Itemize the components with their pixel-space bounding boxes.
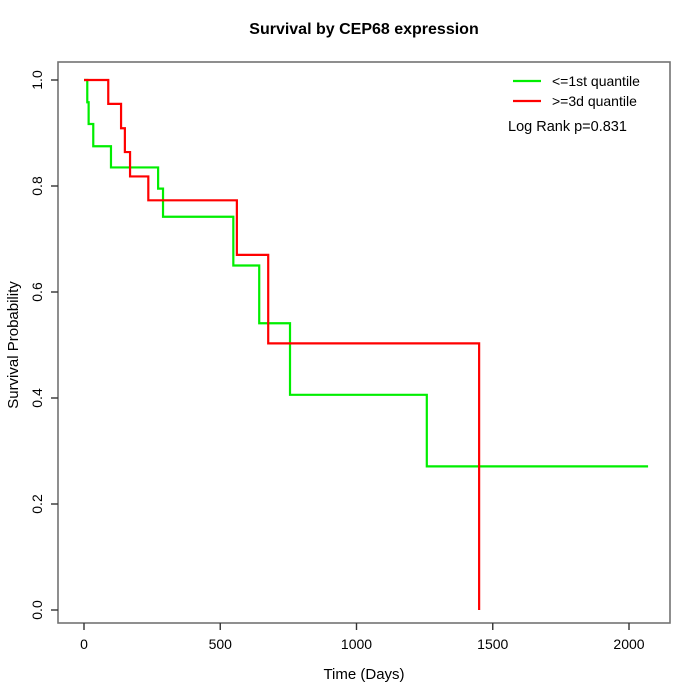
y-tick-label: 1.0 [29, 70, 45, 90]
x-tick-label: 1000 [341, 636, 372, 652]
chart-title: Survival by CEP68 expression [249, 21, 478, 38]
y-tick-label: 0.4 [29, 388, 45, 408]
y-tick-label: 0.0 [29, 600, 45, 620]
x-tick-label: 1500 [477, 636, 508, 652]
x-tick-label: 2000 [613, 636, 644, 652]
y-tick-label: 0.8 [29, 176, 45, 196]
x-tick-label: 0 [80, 636, 88, 652]
y-tick-label: 0.6 [29, 282, 45, 302]
x-axis-label: Time (Days) [323, 666, 404, 683]
survival-curve-third-quantile [84, 78, 481, 610]
y-axis-ticks: 0.0 0.2 0.4 0.6 0.8 1.0 [29, 70, 58, 620]
legend: <=1st quantile >=3d quantile Log Rank p=… [508, 73, 640, 135]
legend-label-third-quantile: >=3d quantile [552, 93, 637, 109]
x-axis-ticks: 0 500 1000 1500 2000 [80, 623, 645, 652]
legend-label-first-quantile: <=1st quantile [552, 73, 640, 89]
log-rank-annotation: Log Rank p=0.831 [508, 119, 627, 135]
y-tick-label: 0.2 [29, 494, 45, 514]
survival-curves [84, 78, 649, 610]
y-axis-label: Survival Probability [5, 281, 22, 409]
survival-curve-first-quantile [84, 78, 649, 468]
plot-box-border [57, 61, 671, 624]
x-tick-label: 500 [209, 636, 233, 652]
